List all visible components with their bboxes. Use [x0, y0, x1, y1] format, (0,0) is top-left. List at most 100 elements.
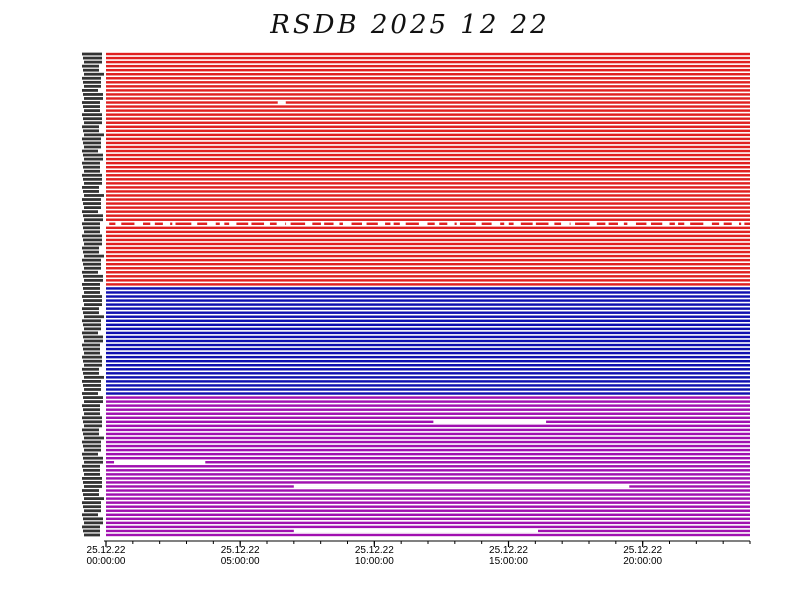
- series-line: [106, 376, 750, 379]
- data-gap: [719, 222, 724, 226]
- channel-label-mark: [84, 157, 103, 161]
- channel-label-mark: [83, 202, 101, 205]
- series-line: [106, 226, 750, 230]
- channel-label-mark: [83, 408, 100, 412]
- x-tick-label-date: 25.12.22: [489, 545, 528, 556]
- channel-label-mark: [83, 141, 101, 145]
- channel-label-mark: [82, 355, 102, 359]
- series-line: [106, 481, 750, 484]
- channel-label-mark: [84, 363, 102, 367]
- data-gap: [447, 222, 455, 226]
- data-gap: [248, 222, 252, 226]
- data-gap: [276, 222, 286, 226]
- channel-label-mark: [83, 190, 99, 193]
- series-line: [106, 230, 750, 234]
- series-line: [106, 355, 750, 359]
- series-line: [106, 533, 750, 537]
- channel-label-mark: [84, 388, 101, 391]
- channel-label-mark: [83, 56, 102, 60]
- channel-label-mark: [83, 93, 103, 96]
- channel-label-mark: [83, 226, 100, 230]
- x-tick-label-date: 25.12.22: [87, 545, 126, 556]
- channel-label-mark: [82, 234, 102, 238]
- series-line: [106, 307, 750, 310]
- series-line: [106, 279, 750, 282]
- series-line: [106, 129, 750, 133]
- series-line: [106, 364, 750, 367]
- data-gap: [475, 222, 482, 226]
- channel-label-mark: [84, 230, 100, 234]
- data-gap: [320, 222, 325, 226]
- channel-label-mark: [82, 452, 98, 456]
- channel-label-mark: [83, 420, 102, 424]
- data-gap: [561, 222, 570, 226]
- channel-label-mark: [83, 153, 103, 157]
- channel-label-mark: [82, 101, 100, 104]
- series-line: [106, 388, 750, 391]
- series-line: [106, 206, 750, 209]
- series-line: [106, 238, 750, 242]
- chart-title: RSDB 2025 12 22: [270, 10, 550, 40]
- x-tick-label-date: 25.12.22: [221, 545, 260, 556]
- channel-label-mark: [83, 299, 102, 302]
- series-line: [106, 186, 750, 189]
- data-gap: [684, 222, 691, 226]
- channel-label-mark: [83, 323, 101, 327]
- channel-label-mark: [82, 343, 100, 347]
- data-gap: [293, 529, 539, 533]
- channel-label-mark: [82, 331, 98, 335]
- x-tick-label-time: 10:00:00: [355, 556, 394, 567]
- channel-label-mark: [84, 485, 102, 488]
- series-line: [106, 339, 750, 343]
- series-line: [106, 157, 750, 161]
- series-line: [106, 117, 750, 120]
- series-line: [106, 174, 750, 177]
- channel-label-mark: [84, 121, 102, 125]
- series-line: [106, 81, 750, 84]
- series-line: [106, 56, 750, 60]
- series-line: [106, 250, 750, 254]
- series-line: [106, 400, 750, 403]
- channel-label-mark: [82, 319, 101, 323]
- data-gap: [286, 222, 291, 226]
- data-gap: [513, 222, 521, 226]
- series-line: [106, 368, 750, 371]
- data-gap: [390, 222, 394, 226]
- series-line: [106, 432, 750, 436]
- data-gap: [674, 222, 679, 226]
- data-gap: [627, 222, 636, 226]
- data-gap: [570, 222, 576, 226]
- channel-label-mark: [82, 513, 98, 517]
- series-line: [106, 489, 750, 492]
- series-line: [106, 246, 750, 250]
- series-line: [106, 113, 750, 116]
- x-tick-label-time: 20:00:00: [623, 556, 662, 567]
- series-line: [106, 141, 750, 145]
- channel-label-mark: [84, 145, 101, 149]
- data-gap: [172, 222, 176, 226]
- series-line: [106, 109, 750, 112]
- channel-label-mark: [84, 436, 104, 440]
- series-line: [106, 351, 750, 355]
- channel-labels: [82, 52, 104, 537]
- x-tick-label-time: 15:00:00: [489, 556, 528, 567]
- channel-label-mark: [83, 384, 101, 387]
- data-gap: [434, 222, 440, 226]
- data-gap: [115, 222, 122, 226]
- channel-label-mark: [82, 258, 101, 262]
- channel-label-mark: [84, 351, 100, 355]
- series-line: [106, 465, 750, 468]
- channel-label-mark: [82, 52, 102, 56]
- series-line: [106, 359, 750, 363]
- series-line: [106, 77, 750, 80]
- data-gap: [229, 222, 237, 226]
- data-gap: [333, 222, 340, 226]
- channel-label-mark: [84, 460, 103, 464]
- series-line: [106, 73, 750, 76]
- data-gap: [134, 222, 144, 226]
- series-line: [106, 517, 750, 521]
- channel-label-mark: [82, 477, 102, 480]
- channel-label-mark: [83, 335, 103, 339]
- channel-label-mark: [84, 181, 102, 185]
- channel-label-mark: [84, 278, 103, 282]
